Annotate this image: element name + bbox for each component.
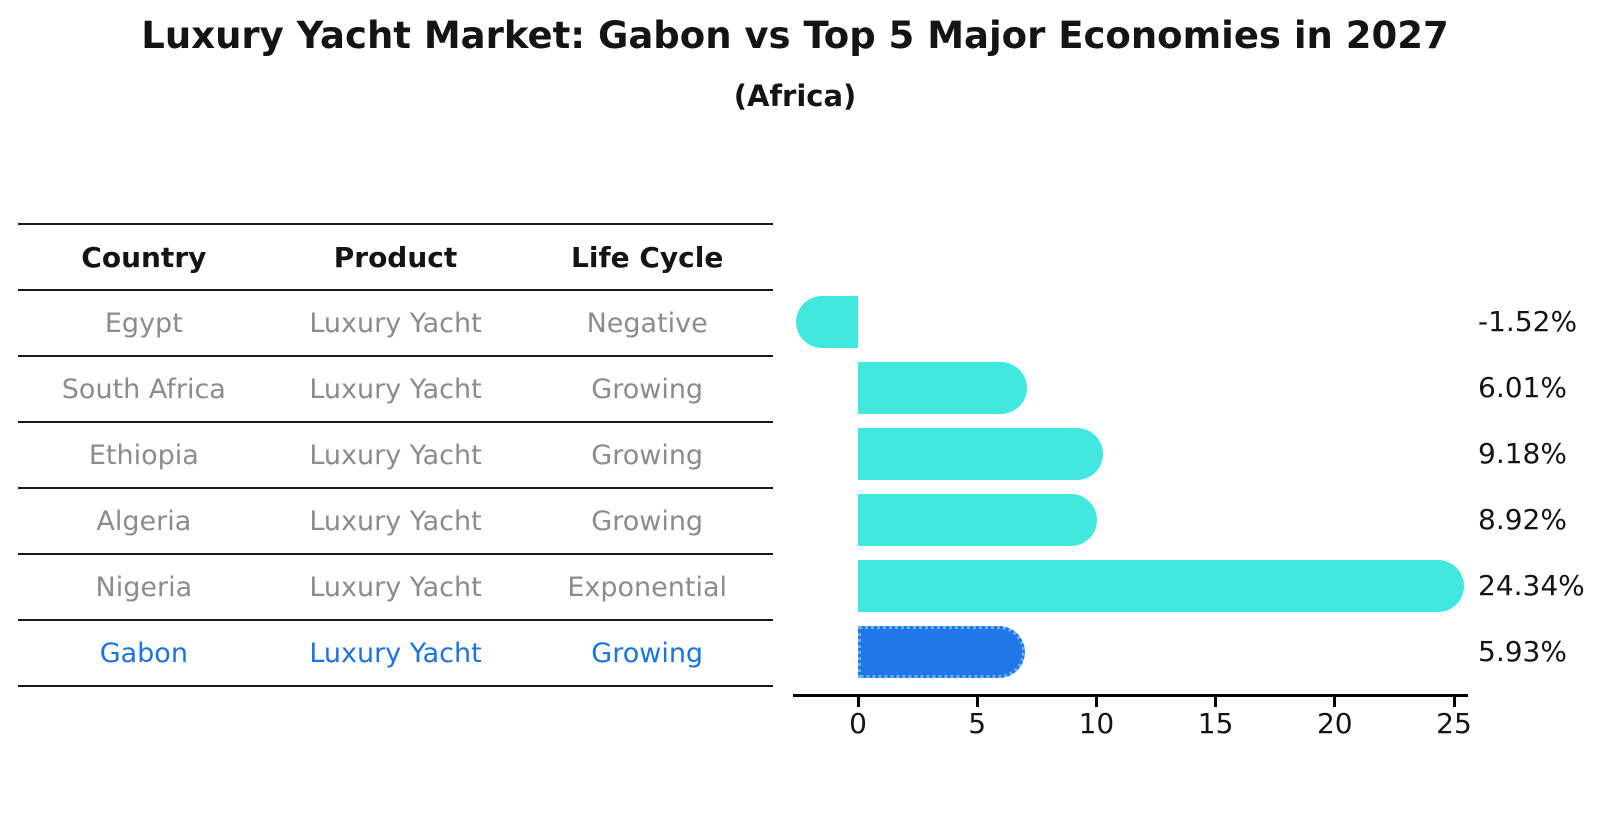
cell-country: Ethiopia (88, 439, 199, 471)
cell-life-cycle: Growing (591, 373, 704, 405)
cell-life-cycle: Exponential (567, 571, 728, 603)
value-label: 24.34% (1478, 569, 1585, 602)
cell-product: Luxury Yacht (309, 373, 482, 405)
cell-product: Luxury Yacht (309, 439, 482, 471)
x-axis-tick (1094, 697, 1098, 707)
cell-product: Luxury Yacht (309, 637, 482, 669)
x-axis-tick (975, 697, 979, 707)
bar-ethiopia (858, 428, 1103, 480)
bar-egypt (795, 296, 858, 348)
chart-title: Luxury Yacht Market: Gabon vs Top 5 Majo… (141, 14, 1449, 57)
value-label: 6.01% (1478, 371, 1567, 404)
bar-south-africa (858, 362, 1028, 414)
value-label: 9.18% (1478, 437, 1567, 470)
bar-algeria (858, 494, 1097, 546)
value-label: 8.92% (1478, 503, 1567, 536)
header-country: Country (81, 240, 207, 274)
x-axis-tick-label: 25 (1436, 707, 1472, 740)
table-row: South Africa Luxury Yacht Growing (18, 357, 773, 423)
table-row: Gabon Luxury Yacht Growing (18, 621, 773, 687)
cell-product: Luxury Yacht (309, 505, 482, 537)
cell-country: South Africa (61, 373, 226, 405)
x-axis-tick (1452, 697, 1456, 707)
cell-life-cycle: Negative (586, 307, 708, 339)
cell-life-cycle: Growing (591, 439, 704, 471)
table-row: Ethiopia Luxury Yacht Growing (18, 423, 773, 489)
cell-country: Nigeria (95, 571, 193, 603)
cell-life-cycle: Growing (591, 505, 704, 537)
x-axis-tick (1214, 697, 1218, 707)
x-axis-tick-label: 10 (1078, 707, 1115, 740)
chart-subtitle: (Africa) (733, 79, 857, 113)
cell-country: Gabon (99, 637, 188, 669)
x-axis-tick-label: 0 (849, 707, 867, 740)
cell-life-cycle: Growing (591, 637, 704, 669)
cell-product: Luxury Yacht (309, 571, 482, 603)
x-axis-tick-label: 15 (1197, 707, 1234, 740)
x-axis-tick-label: 5 (968, 707, 987, 740)
header-product: Product (333, 240, 458, 274)
comparison-table: Country Product Life Cycle Egypt Luxury Y… (18, 223, 773, 687)
value-label: -1.52% (1478, 305, 1578, 338)
cell-product: Luxury Yacht (309, 307, 482, 339)
header-life-cycle: Life Cycle (571, 240, 724, 274)
x-axis-tick-label: 20 (1316, 707, 1353, 740)
bar-gabon (858, 626, 1026, 678)
table-row: Algeria Luxury Yacht Growing (18, 489, 773, 555)
table-header-row: Country Product Life Cycle (18, 225, 773, 291)
x-axis-tick (856, 697, 860, 707)
x-axis-tick (1333, 697, 1337, 707)
x-axis-line (793, 694, 1468, 697)
table-row: Nigeria Luxury Yacht Exponential (18, 555, 773, 621)
cell-country: Algeria (96, 505, 192, 537)
value-label: 5.93% (1478, 635, 1567, 668)
cell-country: Egypt (104, 307, 183, 339)
table-body: Egypt Luxury Yacht Negative South Africa Lux… (18, 291, 773, 687)
bar-nigeria (858, 560, 1465, 612)
table-row: Egypt Luxury Yacht Negative (18, 291, 773, 357)
